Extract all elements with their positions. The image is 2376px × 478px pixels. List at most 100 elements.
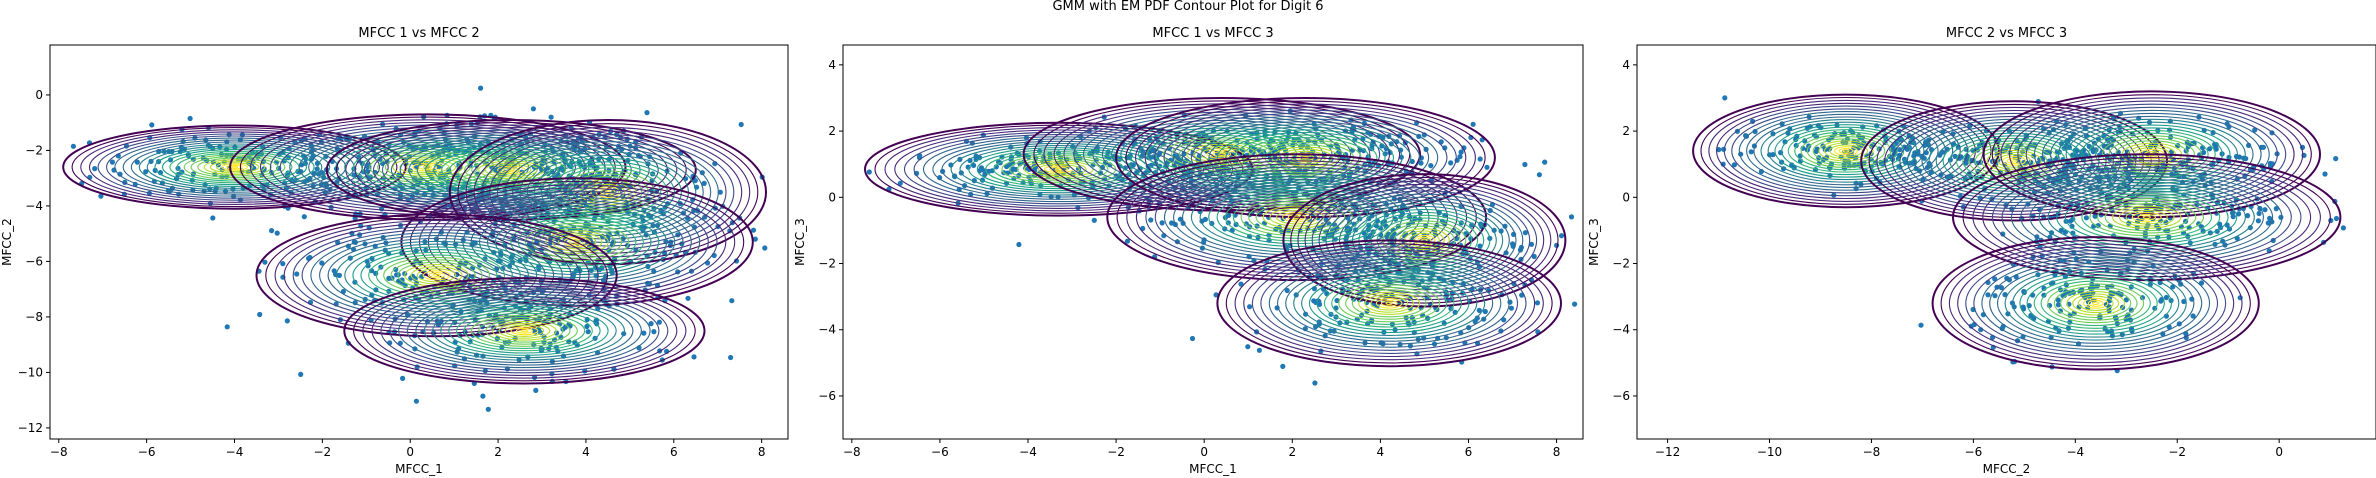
- contour-line: [432, 273, 441, 277]
- contour-line: [2089, 198, 2205, 237]
- contour-line: [1746, 113, 1946, 189]
- contour-line: [389, 290, 660, 371]
- x-tick-label: −8: [50, 445, 68, 459]
- contour-line: [515, 327, 534, 334]
- contour-line: [1049, 166, 1069, 172]
- contour-line: [308, 134, 548, 200]
- contour-line: [427, 272, 446, 279]
- data-point: [1992, 293, 1998, 299]
- contour-line: [1972, 160, 2321, 275]
- data-point: [1789, 162, 1795, 168]
- data-point: [393, 266, 399, 273]
- contour-line: [161, 149, 308, 186]
- data-point: [971, 162, 977, 168]
- x-tick-label: −4: [226, 445, 244, 459]
- data-point: [2158, 298, 2164, 304]
- data-point: [813, 163, 818, 168]
- data-point: [641, 330, 647, 336]
- data-point: [1508, 305, 1514, 311]
- contour-line: [301, 229, 572, 322]
- data-point: [224, 324, 230, 330]
- data-point: [1303, 311, 1309, 317]
- x-tick-label: 8: [1553, 445, 1561, 459]
- contour-line: [1016, 158, 1101, 180]
- contour-line: [1738, 111, 1954, 191]
- data-point: [1716, 147, 1722, 153]
- contour-line: [1838, 147, 1854, 154]
- contour-line: [510, 326, 539, 336]
- data-point: [143, 169, 149, 175]
- contour-line: [1331, 281, 1448, 325]
- data-point: [532, 374, 538, 380]
- data-point: [1470, 121, 1476, 127]
- data-point: [1016, 241, 1022, 248]
- subplot-mfcc2-vs-mfcc3: −12 −10 −8 −6 −4 −2 0 4 2 0 −2 −4 −6 MFCC 2 vs MFCC …: [1587, 26, 2376, 476]
- contour-line: [2049, 115, 2254, 193]
- contour-line: [1806, 136, 1886, 166]
- contour-line: [470, 314, 578, 347]
- contour-line: [2104, 203, 2189, 232]
- contour-line: [283, 223, 590, 328]
- data-point: [2328, 217, 2334, 224]
- contour-line: [1774, 124, 1918, 178]
- data-point: [2163, 313, 2169, 319]
- contour-line: [1224, 192, 1369, 242]
- data-point: [117, 171, 123, 177]
- contour-line: [197, 157, 272, 177]
- contour-line: [1287, 213, 1306, 221]
- x-tick-label: −8: [843, 445, 861, 459]
- contour-line: [1370, 296, 1409, 311]
- data-point: [149, 122, 155, 128]
- axes-frame: [49, 44, 789, 440]
- data-point: [480, 393, 486, 399]
- y-tick-label: −2: [818, 257, 836, 271]
- data-point: [2055, 297, 2061, 303]
- contour-line: [1216, 190, 1377, 245]
- data-point: [2255, 218, 2261, 224]
- data-point: [1428, 163, 1434, 169]
- data-point: [2191, 140, 2197, 146]
- contour-line: [1243, 249, 1536, 358]
- gaussian-component: [255, 213, 618, 338]
- data-point: [2201, 149, 2207, 156]
- contour-line: [932, 138, 1186, 200]
- data-point: [1256, 347, 1262, 353]
- y-tick-label: −6: [1612, 389, 1630, 403]
- data-point: [585, 329, 591, 335]
- contour-line: [1225, 243, 1553, 364]
- contour-line: [894, 129, 1224, 209]
- data-point: [2163, 294, 2169, 301]
- contour-line: [2053, 285, 2138, 321]
- contour-line: [345, 124, 678, 216]
- contour-line: [404, 263, 469, 287]
- contour-line: [1304, 183, 1545, 297]
- data-point: [1522, 230, 1528, 236]
- contour-line: [209, 160, 260, 174]
- data-point: [301, 214, 307, 220]
- data-point: [2028, 312, 2034, 319]
- data-point: [1968, 323, 1974, 329]
- contour-line: [2038, 181, 2255, 253]
- contour-line: [1842, 149, 1850, 153]
- contour-line: [138, 143, 331, 191]
- contour-line: [2017, 103, 2287, 205]
- x-tick-label: −10: [1757, 445, 1782, 459]
- data-point: [134, 159, 140, 165]
- contour-line: [384, 155, 471, 179]
- y-tick-label: 2: [828, 124, 836, 138]
- data-point: [1177, 216, 1183, 222]
- y-axis-label: MFCC_3: [1587, 218, 1601, 266]
- data-point: [1442, 145, 1448, 151]
- contour-line: [215, 162, 254, 173]
- data-point: [2170, 284, 2176, 290]
- contour-line: [2057, 118, 2246, 190]
- data-point: [257, 311, 263, 318]
- contour-line: [1262, 205, 1331, 229]
- y-axis-label: MFCC_3: [793, 218, 807, 266]
- data-point: [1130, 162, 1136, 168]
- contour-line: [255, 213, 618, 338]
- contour-line: [448, 308, 601, 354]
- y-tick-label: 0: [1622, 190, 1630, 204]
- contour-line: [2040, 280, 2151, 327]
- contour-line: [492, 320, 557, 341]
